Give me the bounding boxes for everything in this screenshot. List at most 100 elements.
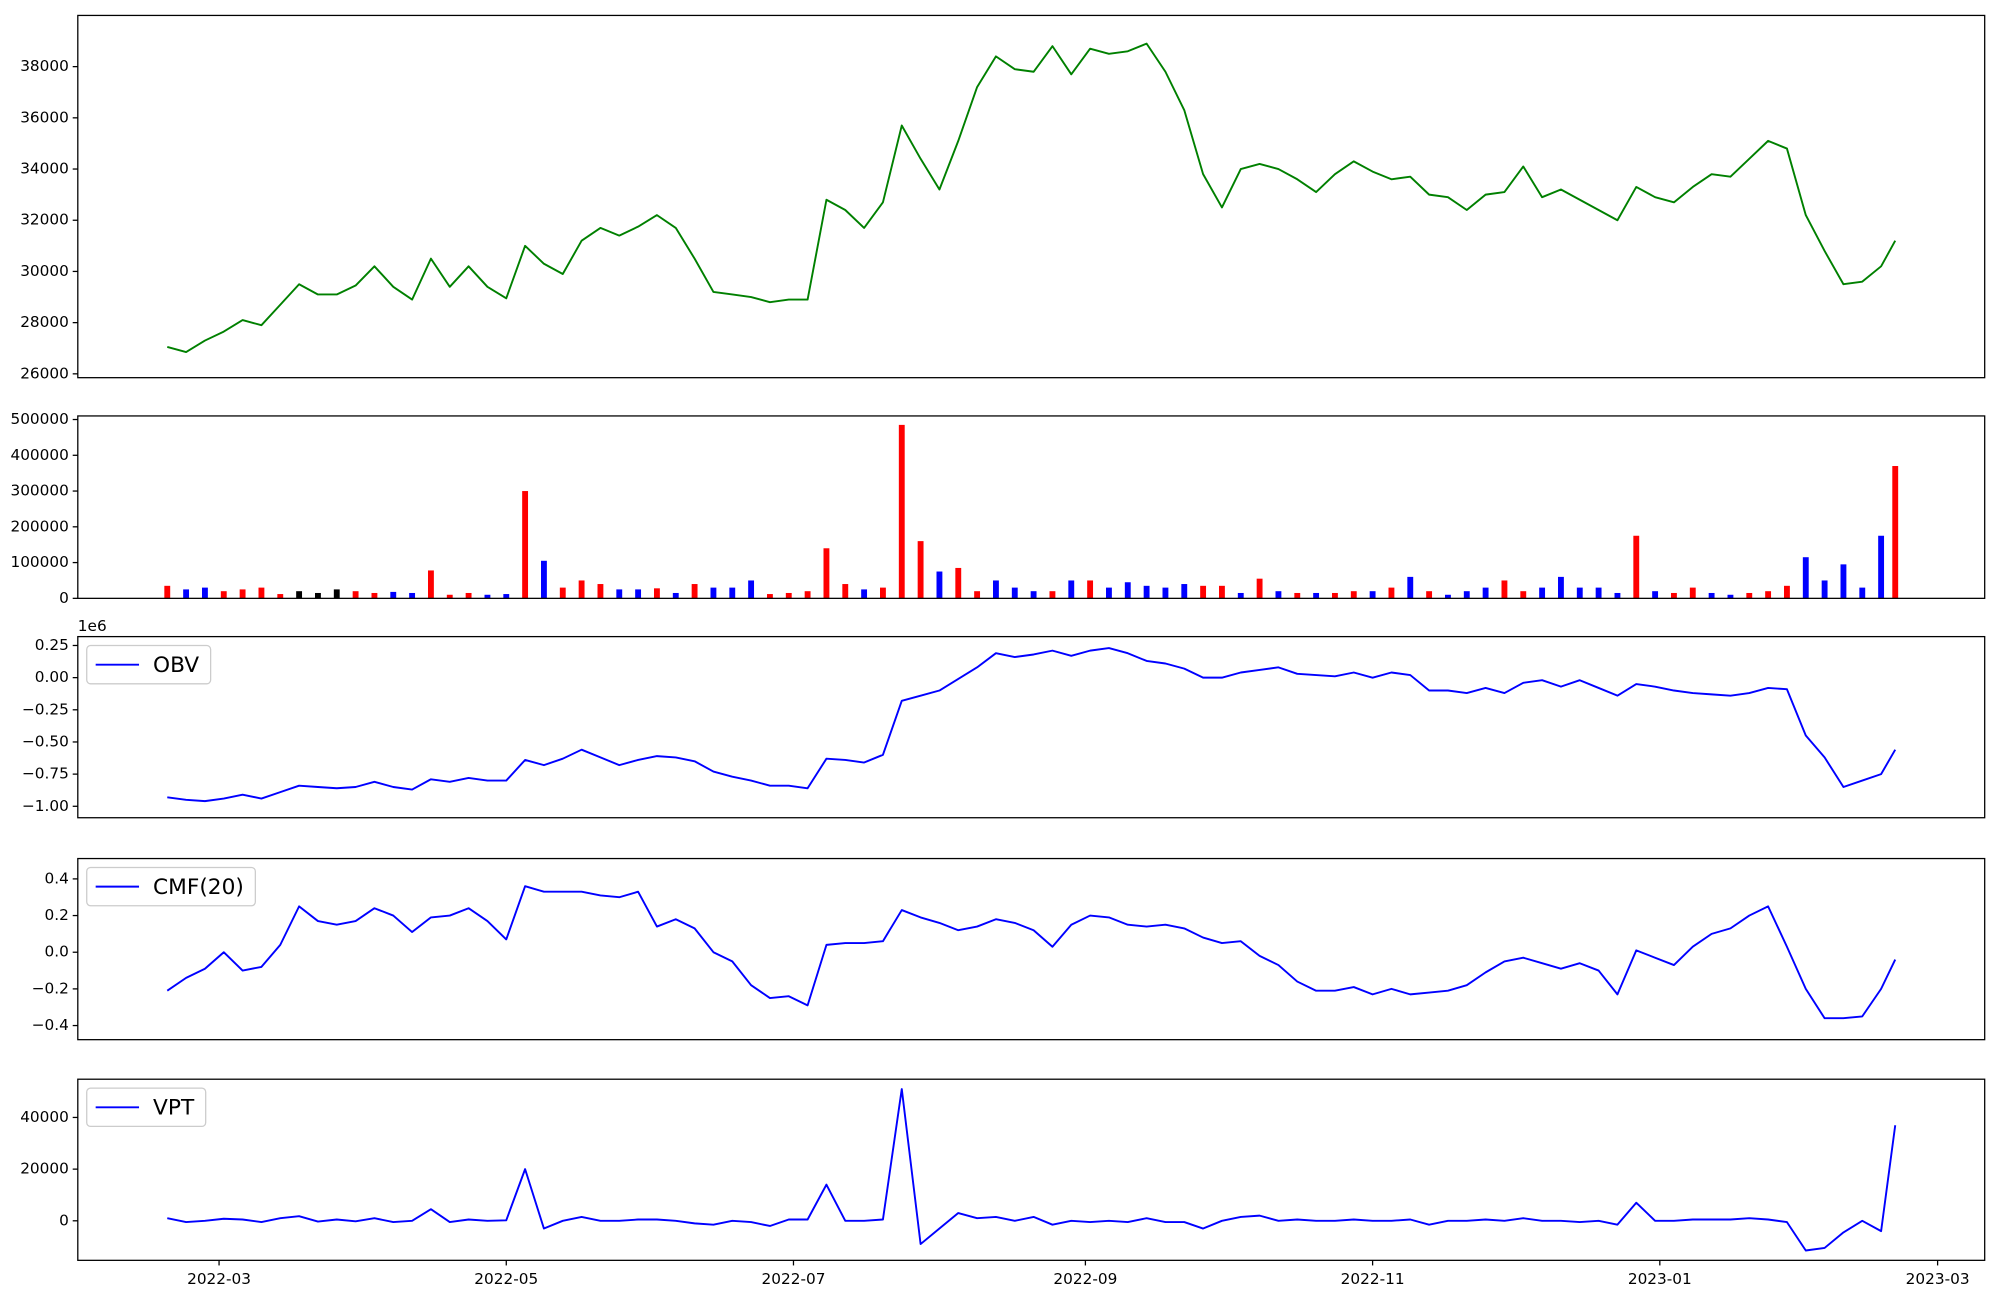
bar bbox=[258, 587, 265, 599]
bar bbox=[183, 589, 190, 599]
bar bbox=[239, 589, 246, 599]
bar bbox=[1275, 591, 1282, 599]
y-tick-label: 0.4 bbox=[45, 869, 69, 887]
plot-area bbox=[167, 1088, 1897, 1252]
y-tick-label: 26000 bbox=[20, 364, 69, 382]
x-tick-label: 2022-07 bbox=[762, 1270, 826, 1288]
y-tick-label: 36000 bbox=[20, 108, 69, 126]
bar bbox=[729, 587, 736, 599]
y-tick-label: 28000 bbox=[20, 313, 69, 331]
bar bbox=[333, 589, 340, 599]
bar bbox=[823, 548, 830, 599]
bar bbox=[936, 571, 943, 599]
bar bbox=[691, 584, 698, 599]
subplot: 0.25 0.00 −0.25 −0.50 −0.75 −1.00 1e6 OBV bbox=[22, 617, 1986, 819]
subplot: 0.4 0.2 0.0 −0.2 −0.4 CMF(20) bbox=[32, 857, 1986, 1041]
y-tick-label: 20000 bbox=[20, 1160, 69, 1178]
bar bbox=[1294, 592, 1301, 599]
bar bbox=[201, 587, 208, 599]
legend-box bbox=[86, 1087, 207, 1128]
x-tick-label: 2023-01 bbox=[1628, 1270, 1692, 1288]
bar bbox=[371, 592, 378, 599]
y-tick-label: −0.75 bbox=[22, 765, 69, 783]
bar bbox=[1011, 587, 1018, 599]
bar bbox=[484, 594, 491, 599]
bar bbox=[861, 589, 868, 599]
bar bbox=[220, 591, 227, 599]
bar bbox=[1350, 591, 1357, 599]
bar bbox=[1520, 591, 1527, 599]
subplot: 26000 28000 30000 32000 34000 36000 38000 bbox=[20, 14, 1986, 382]
bar bbox=[1106, 587, 1112, 599]
bar bbox=[1463, 591, 1470, 599]
subplot: 0 100000 200000 300000 400000 500000 bbox=[10, 410, 1986, 607]
bar bbox=[1426, 591, 1433, 599]
bar bbox=[1652, 591, 1659, 599]
bar bbox=[1878, 535, 1885, 599]
bar bbox=[767, 594, 773, 599]
bar bbox=[277, 594, 284, 599]
bar bbox=[597, 584, 604, 599]
bar bbox=[1892, 466, 1899, 599]
y-tick-label: 400000 bbox=[10, 446, 68, 464]
axes-frame bbox=[77, 857, 1986, 1041]
y-tick-label: 34000 bbox=[20, 160, 69, 178]
bar bbox=[1482, 587, 1489, 599]
y-tick-label: 0.25 bbox=[35, 636, 69, 654]
bar bbox=[1049, 591, 1056, 599]
bar bbox=[352, 591, 359, 599]
bar bbox=[1200, 585, 1207, 599]
bar bbox=[672, 592, 679, 599]
y-tick-label: −0.50 bbox=[22, 732, 69, 750]
plot-area bbox=[167, 647, 1897, 803]
y-tick-label: 38000 bbox=[20, 57, 69, 75]
bar bbox=[1162, 587, 1169, 599]
offset-label: 1e6 bbox=[78, 617, 107, 635]
legend: CMF(20) bbox=[86, 866, 256, 907]
y-tick-label: 0 bbox=[59, 1211, 69, 1229]
y-tick-label: 40000 bbox=[20, 1108, 69, 1126]
y-tick-label: −0.2 bbox=[32, 979, 69, 997]
x-tick-label: 2023-03 bbox=[1906, 1270, 1970, 1288]
axes-frame bbox=[77, 635, 1986, 819]
bar bbox=[1087, 580, 1094, 599]
x-tick-label: 2022-09 bbox=[1053, 1270, 1117, 1288]
bar bbox=[1237, 592, 1244, 599]
bar bbox=[446, 594, 453, 599]
bar bbox=[1689, 587, 1696, 599]
y-tick-label: 0 bbox=[59, 589, 69, 607]
bar bbox=[1784, 585, 1790, 599]
bar bbox=[1614, 592, 1621, 599]
bar bbox=[898, 424, 905, 599]
y-tick-label: −0.25 bbox=[22, 700, 69, 718]
line bbox=[167, 1088, 1897, 1252]
bar bbox=[1181, 584, 1188, 599]
bar bbox=[635, 589, 642, 599]
y-tick-label: 0.2 bbox=[45, 906, 69, 924]
bar bbox=[296, 591, 303, 599]
legend: OBV bbox=[86, 644, 212, 685]
subplot: 0 20000 40000 2022-03 2022-05 2022-07 2022-09 2… bbox=[20, 1078, 1986, 1288]
bar bbox=[578, 580, 585, 599]
bar bbox=[1746, 592, 1753, 599]
bar bbox=[503, 594, 510, 599]
y-tick-label: 100000 bbox=[10, 553, 68, 571]
y-tick-label: 32000 bbox=[20, 211, 69, 229]
bar bbox=[1313, 592, 1320, 599]
bar bbox=[974, 591, 981, 599]
axes-frame bbox=[77, 14, 1986, 379]
y-tick-label: 0.00 bbox=[35, 668, 69, 686]
bar bbox=[1388, 587, 1395, 599]
bar bbox=[917, 541, 924, 599]
y-tick-label: 500000 bbox=[10, 410, 68, 428]
bar bbox=[1407, 576, 1414, 599]
bar bbox=[1821, 580, 1828, 599]
bar bbox=[993, 580, 999, 599]
legend-box bbox=[86, 644, 212, 685]
y-tick-label: 0.0 bbox=[45, 943, 69, 961]
line bbox=[167, 42, 1897, 354]
bar bbox=[1765, 591, 1772, 599]
y-tick-label: 200000 bbox=[10, 517, 68, 535]
bar bbox=[1143, 585, 1150, 599]
x-tick-label: 2022-11 bbox=[1341, 1270, 1405, 1288]
